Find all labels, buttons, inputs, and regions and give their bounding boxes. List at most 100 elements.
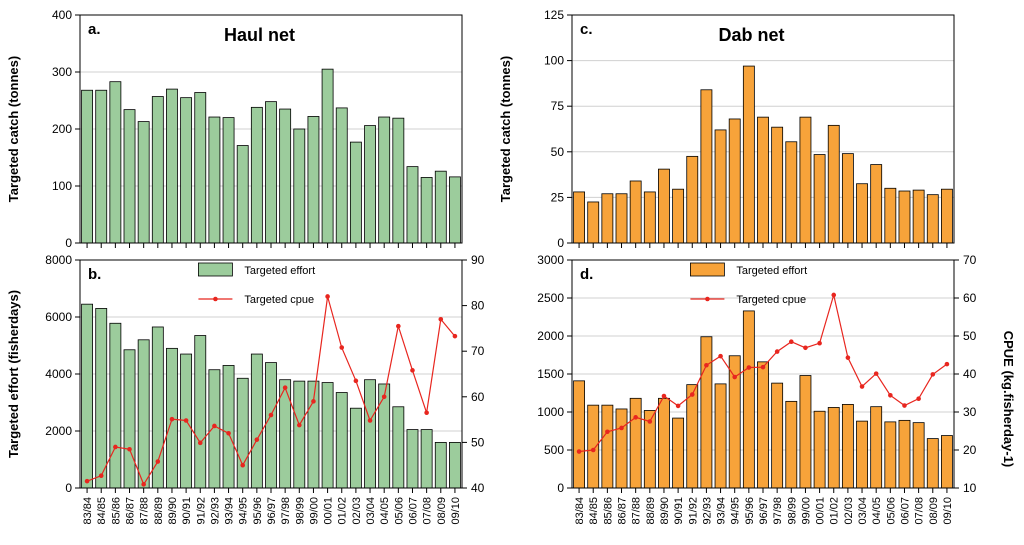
bar: [378, 116, 391, 244]
x-tick-label: 06/07: [407, 497, 419, 525]
bar: [926, 194, 939, 244]
legend-label-effort: Targeted effort: [244, 265, 315, 277]
bar: [293, 380, 306, 489]
x-tick-label: 92/93: [209, 497, 221, 525]
legend-marker-cpue: [213, 296, 218, 302]
legend-swatch-effort: [198, 262, 233, 277]
cpue-point: [605, 429, 610, 435]
y-tick-label: 400: [52, 8, 72, 22]
bar: [349, 141, 362, 244]
bar: [194, 335, 207, 489]
bar: [700, 89, 713, 244]
cpue-point: [226, 430, 231, 436]
x-tick-label: 85/86: [602, 497, 614, 525]
legend-marker-cpue: [705, 296, 710, 302]
cpue-point: [916, 396, 921, 402]
x-tick-label: 97/98: [772, 497, 784, 525]
legend: Targeted effort Targeted cpue: [690, 262, 807, 306]
x-tick-label: 88/89: [645, 497, 657, 525]
bar: [208, 116, 221, 244]
bar: [279, 108, 292, 244]
y-tick-label: 4000: [45, 367, 72, 381]
x-tick-label: 96/97: [266, 497, 278, 525]
cpue-point: [127, 446, 132, 452]
cpue-point: [788, 339, 794, 345]
cpue-point: [424, 410, 429, 416]
cpue-point: [930, 372, 936, 377]
x-tick-label: 89/90: [659, 497, 671, 525]
bar: [714, 383, 727, 489]
x-tick-label: 04/05: [379, 497, 391, 525]
cpue-point: [944, 361, 950, 367]
cpue-point: [845, 355, 851, 360]
cpue-point: [452, 333, 458, 339]
y2-tick-label: 50: [471, 435, 485, 449]
bar: [123, 349, 136, 489]
cpue-point: [746, 365, 752, 370]
bar: [364, 379, 376, 489]
y-tick-label: 6000: [45, 310, 72, 324]
bar: [643, 191, 656, 244]
bar: [771, 382, 784, 489]
panel-title: Haul net: [224, 25, 295, 45]
bar: [742, 310, 755, 489]
bar: [265, 362, 277, 489]
x-tick-label: 86/87: [125, 497, 137, 525]
bar: [941, 435, 953, 489]
y-tick-label: 3000: [537, 253, 564, 267]
cpue-point: [396, 323, 401, 329]
bar: [109, 322, 122, 489]
bar: [81, 89, 93, 244]
y2-tick-label: 80: [471, 299, 485, 313]
x-tick-label: 84/85: [588, 497, 600, 525]
bar: [573, 191, 585, 244]
x-tick-label: 94/95: [730, 497, 742, 525]
legend-label-cpue: Targeted cpue: [736, 294, 806, 306]
x-tick-label: 04/05: [871, 497, 883, 525]
bar: [208, 369, 221, 489]
y-axis-label: Targeted catch (tonnes): [498, 56, 513, 202]
y-tick-label: 0: [557, 236, 564, 250]
cpue-point: [84, 478, 90, 484]
bar: [912, 189, 925, 244]
bar: [222, 365, 235, 489]
x-tick-label: 07/08: [914, 497, 926, 525]
y2-tick-label: 50: [963, 329, 977, 343]
x-tick-label: 91/92: [195, 497, 207, 525]
y-tick-label: 2000: [537, 329, 564, 343]
bar: [926, 438, 939, 489]
y2-tick-label: 90: [471, 253, 485, 267]
x-tick-label: 89/90: [167, 497, 179, 525]
x-tick-label: 95/96: [744, 497, 756, 525]
bar: [841, 403, 854, 489]
bar: [321, 382, 334, 489]
bar: [658, 168, 670, 244]
bar: [898, 419, 911, 489]
legend-label-effort: Targeted effort: [736, 265, 807, 277]
bar: [449, 441, 461, 489]
bar: [587, 201, 600, 244]
cpue-point: [704, 362, 709, 368]
bar: [870, 406, 883, 489]
y-tick-label: 300: [52, 65, 72, 79]
legend-label-cpue: Targeted cpue: [244, 294, 314, 306]
x-tick-label: 84/85: [96, 497, 108, 525]
cpue-point: [240, 462, 246, 468]
cpue-point: [410, 368, 415, 373]
bar: [166, 88, 178, 244]
x-tick-label: 00/01: [323, 497, 335, 525]
cpue-point: [873, 371, 879, 376]
y-tick-label: 0: [557, 481, 564, 495]
y-tick-label: 2500: [537, 291, 564, 305]
bar: [406, 429, 419, 489]
cpue-point: [590, 447, 596, 453]
bar: [629, 397, 642, 489]
cpue-point: [197, 440, 203, 446]
bar: [898, 190, 911, 244]
cpue-point: [155, 459, 161, 464]
cpue-point: [141, 482, 146, 487]
bar: [194, 92, 207, 244]
y-tick-label: 50: [551, 145, 565, 159]
bar: [785, 141, 798, 244]
